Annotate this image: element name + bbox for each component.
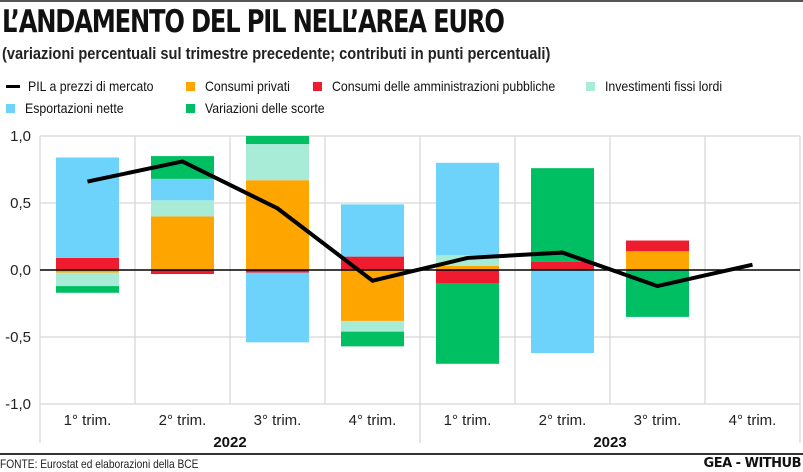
bar-segment-scorte	[56, 286, 119, 293]
bar-segment-scorte	[436, 283, 499, 364]
bar-segment-scorte	[341, 331, 404, 347]
legend-item-scorte: Variazioni delle scorte	[186, 100, 341, 116]
bar-segment-scorte	[246, 136, 309, 145]
line-swatch-icon	[6, 84, 20, 88]
legend: PIL a prezzi di mercato Consumi privati …	[6, 76, 796, 120]
bar-segment-esportazioni	[56, 157, 119, 258]
x-tick-label: 2° trim.	[539, 412, 587, 429]
legend-label: Esportazioni nette	[25, 100, 124, 116]
legend-item-esportazioni: Esportazioni nette	[6, 100, 137, 116]
y-tick-label: 1,0	[10, 128, 31, 145]
color-swatch-icon	[313, 81, 322, 91]
bar-segment-consumi_pa	[246, 270, 309, 273]
bar-segment-investimenti	[341, 320, 404, 332]
bar-segment-investimenti	[246, 144, 309, 181]
bar-segment-consumi_privati	[151, 216, 214, 270]
legend-item-consumi-pa: Consumi delle amministrazioni pubbliche	[313, 78, 586, 94]
bar-segment-consumi_privati	[56, 270, 119, 273]
chart-subtitle: (variazioni percentuali sul trimestre pr…	[2, 44, 551, 63]
x-group-label: 2023	[593, 434, 626, 451]
bar-segment-consumi_pa	[531, 261, 594, 270]
legend-item-investimenti: Investimenti fissi lordi	[586, 78, 738, 94]
y-tick-label: 0,0	[10, 262, 31, 279]
bar-segment-scorte	[531, 168, 594, 262]
color-swatch-icon	[586, 81, 595, 91]
legend-label: Variazioni delle scorte	[205, 100, 325, 116]
color-swatch-icon	[6, 103, 15, 113]
bar-segment-esportazioni	[436, 162, 499, 256]
bar-segment-consumi_pa	[626, 240, 689, 252]
pil-line	[87, 159, 753, 289]
legend-label: Consumi privati	[205, 78, 290, 94]
legend-label: Consumi delle amministrazioni pubbliche	[332, 78, 556, 94]
x-tick-label: 4° trim.	[729, 412, 777, 429]
color-swatch-icon	[186, 81, 195, 91]
bar-segment-consumi_pa	[56, 257, 119, 270]
y-tick-label: -0,5	[5, 329, 31, 346]
legend-item-consumi-privati: Consumi privati	[186, 78, 301, 94]
bar-segment-consumi_privati	[436, 265, 499, 270]
bar-segment-esportazioni	[151, 178, 214, 201]
y-tick-label: -1,0	[5, 396, 31, 413]
source-note: FONTE: Eurostat ed elaborazioni della BC…	[0, 457, 199, 471]
x-group-label: 2022	[213, 434, 246, 451]
bar-segment-esportazioni	[341, 204, 404, 257]
color-swatch-icon	[186, 103, 195, 113]
x-tick-label: 4° trim.	[349, 412, 397, 429]
bar-segment-esportazioni	[531, 270, 594, 354]
bar-segment-consumi_privati	[626, 251, 689, 270]
x-tick-label: 1° trim.	[64, 412, 112, 429]
x-tick-label: 1° trim.	[444, 412, 492, 429]
chart-title: L’ANDAMENTO DEL PIL NELL’AREA EURO	[2, 4, 505, 40]
bar-segment-consumi_pa	[151, 270, 214, 275]
bar-segment-investimenti	[151, 200, 214, 217]
bar-segment-scorte	[151, 156, 214, 179]
bar-segment-investimenti	[56, 272, 119, 287]
bar-segment-investimenti	[436, 255, 499, 266]
stacked-bar-chart: 1,0 0,5 0,0 -0,5 -1,0 1° trim. 2° trim. 3° trim…	[5, 128, 801, 451]
y-tick-label: 0,5	[10, 195, 31, 212]
legend-label: Investimenti fissi lordi	[605, 78, 723, 94]
x-tick-label: 3° trim.	[254, 412, 302, 429]
legend-item-pil: PIL a prezzi di mercato	[6, 78, 171, 94]
legend-label: PIL a prezzi di mercato	[28, 78, 154, 94]
bar-segment-esportazioni	[246, 272, 309, 343]
bar-segment-consumi_pa	[436, 270, 499, 284]
x-tick-label: 3° trim.	[634, 412, 682, 429]
bar-segment-consumi_privati	[341, 270, 404, 321]
brand-logo: GEA - WITHUB	[703, 456, 802, 471]
footer-divider	[0, 453, 803, 455]
x-tick-label: 2° trim.	[159, 412, 207, 429]
top-border	[0, 0, 803, 2]
